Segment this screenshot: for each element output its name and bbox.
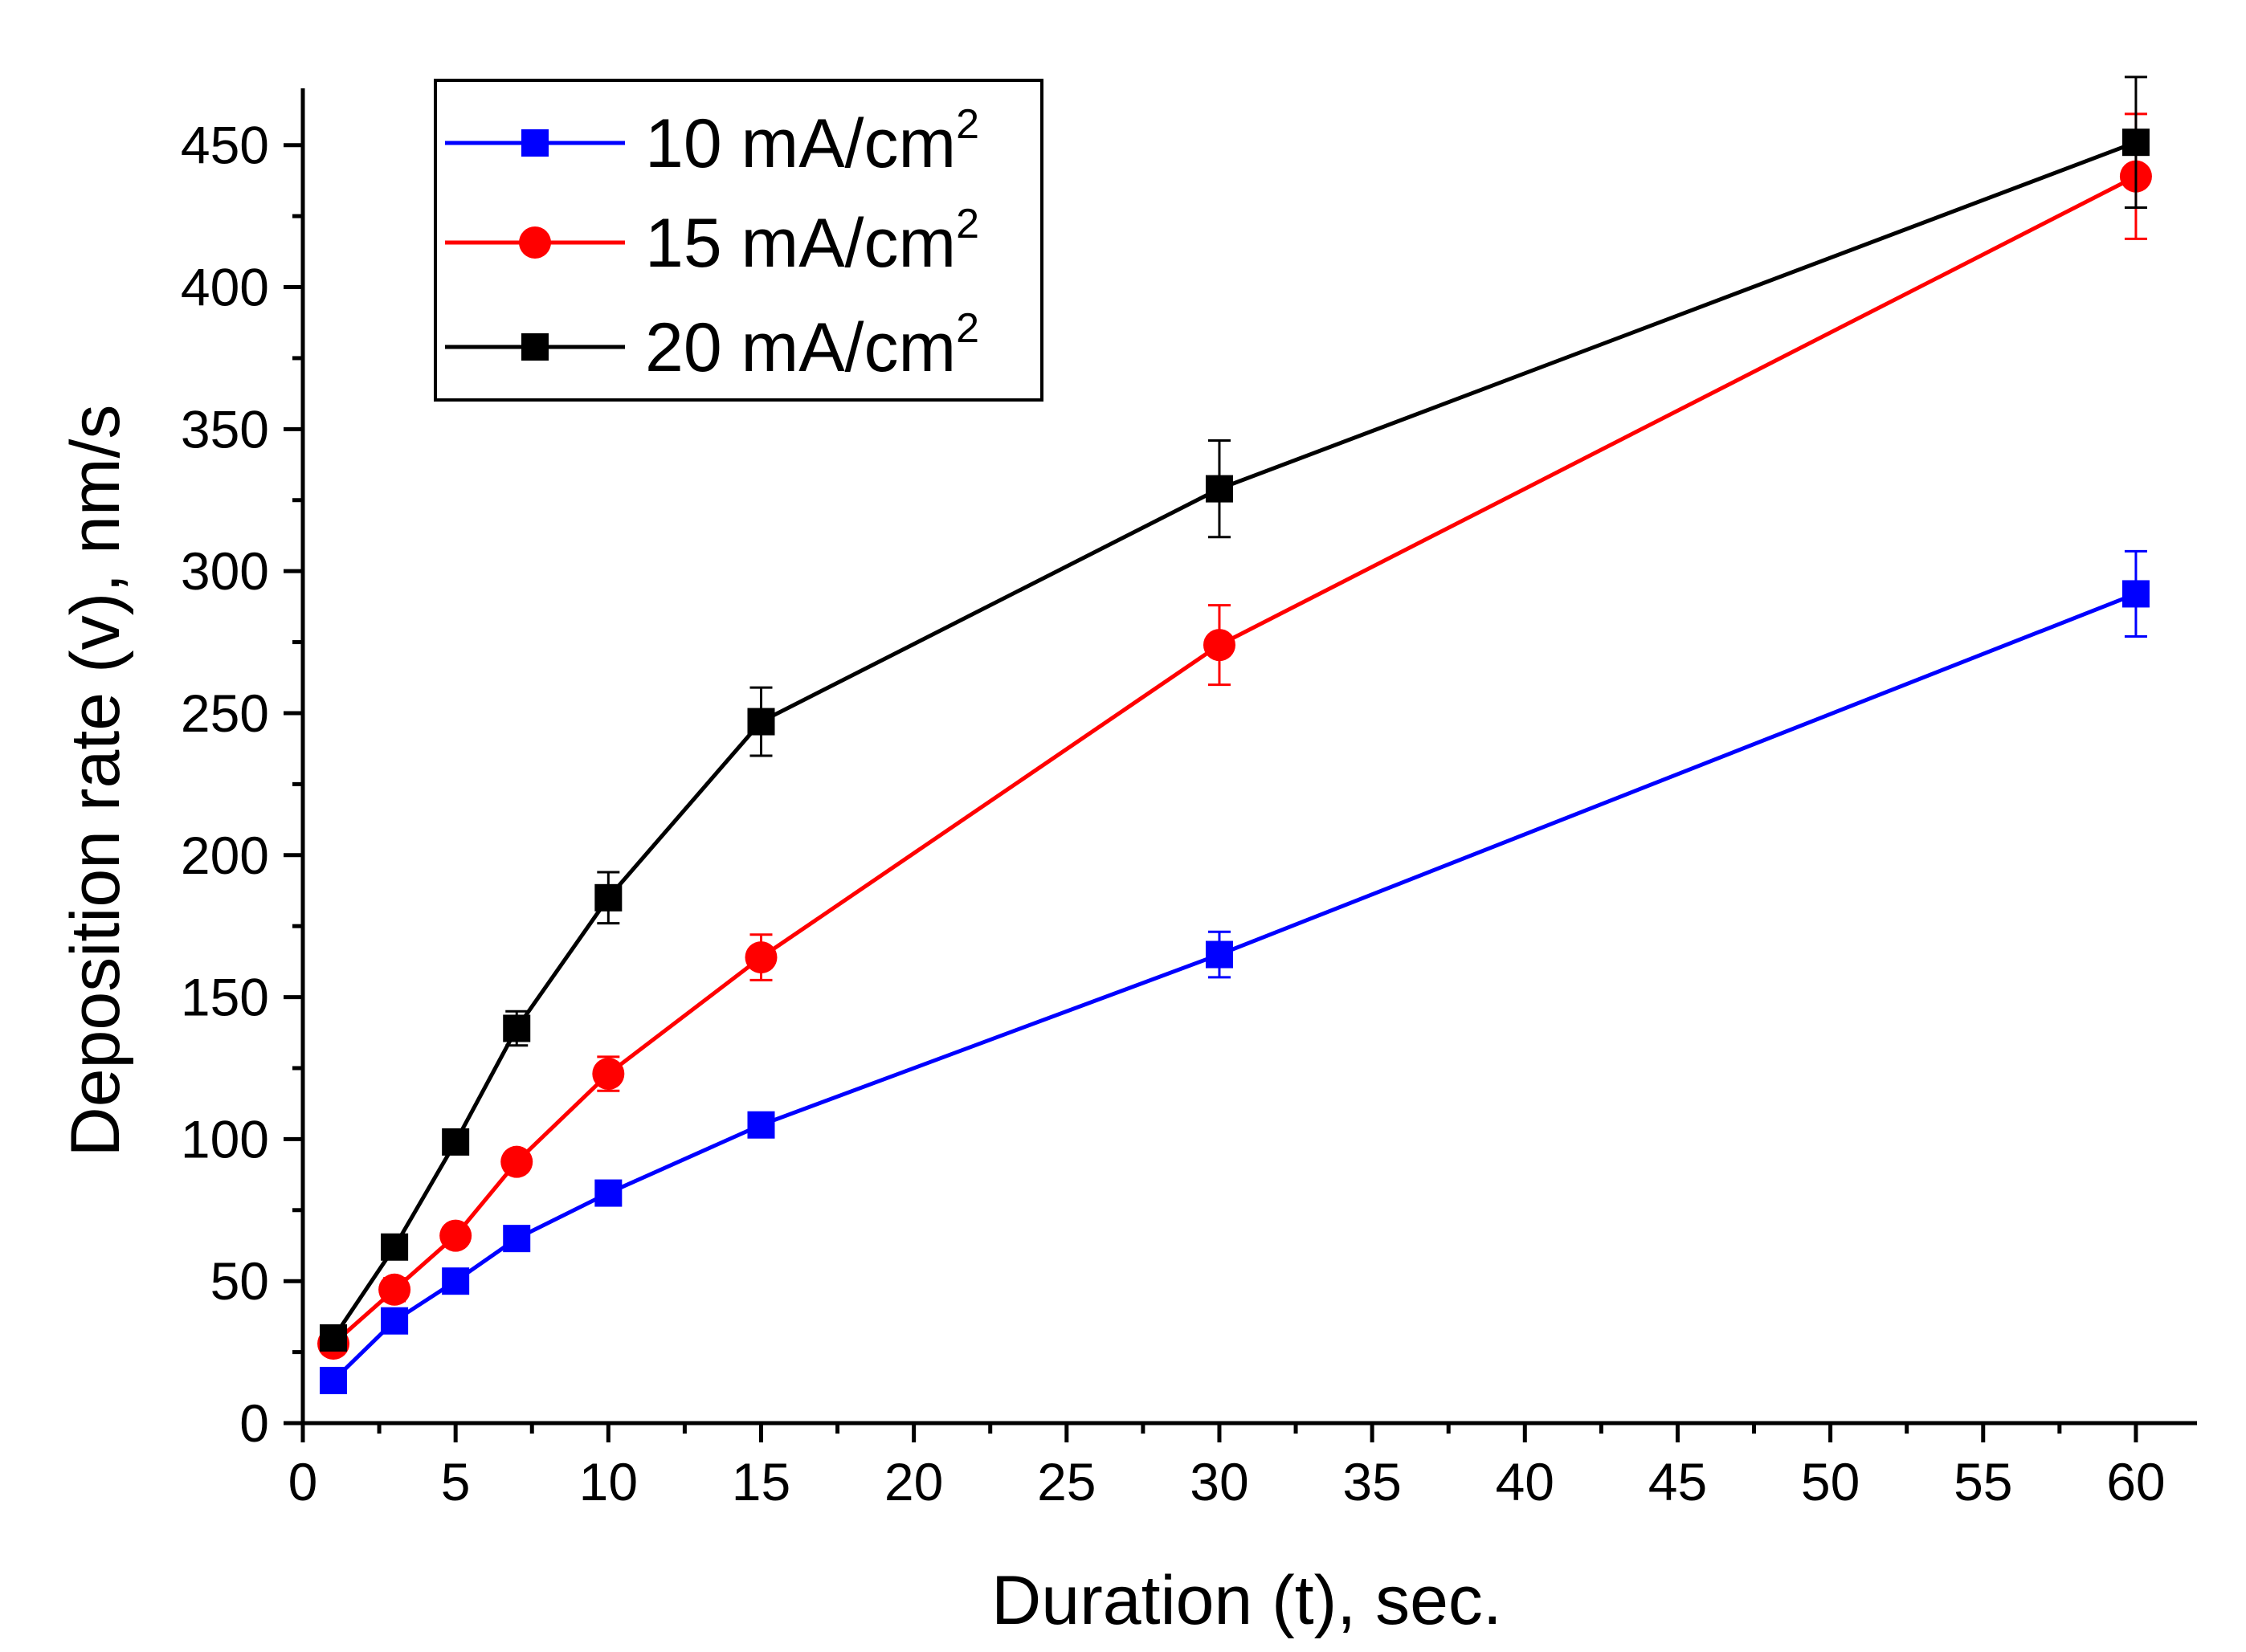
x-tick-label: 55 — [1954, 1452, 2012, 1511]
x-tick-label: 40 — [1496, 1452, 1554, 1511]
series-line — [331, 140, 2137, 1340]
data-point — [1203, 629, 1235, 662]
legend-marker — [519, 226, 551, 259]
data-point — [2121, 128, 2150, 157]
y-tick-label: 450 — [181, 116, 269, 175]
legend-label: 10 mA/cm2 — [645, 101, 979, 182]
series-3 — [320, 75, 2150, 1352]
legend-label-superscript: 2 — [956, 101, 979, 148]
data-point — [442, 1128, 470, 1156]
data-point — [439, 1219, 472, 1252]
x-tick-label: 45 — [1648, 1452, 1707, 1511]
y-tick-label: 300 — [181, 541, 269, 601]
legend-label-superscript: 2 — [956, 201, 979, 247]
data-point — [381, 1307, 409, 1335]
data-point — [1205, 475, 1233, 503]
x-tick-label: 25 — [1037, 1452, 1096, 1511]
x-tick-label: 35 — [1342, 1452, 1401, 1511]
y-tick-label: 350 — [181, 399, 269, 459]
y-tick-label: 400 — [181, 258, 269, 317]
x-tick-label: 0 — [288, 1452, 318, 1511]
data-point — [320, 1366, 348, 1394]
y-axis-title: Deposition rate (v), nm/s — [57, 405, 134, 1157]
legend-item-3: 20 mA/cm2 — [445, 305, 979, 386]
x-axis-title: Duration (t), sec. — [991, 1562, 1502, 1639]
x-tick-label: 5 — [441, 1452, 471, 1511]
data-point — [378, 1273, 411, 1306]
legend-label: 20 mA/cm2 — [645, 305, 979, 386]
legend-marker — [521, 129, 549, 157]
x-tick-label: 50 — [1801, 1452, 1860, 1511]
data-point — [594, 883, 623, 912]
series-1 — [320, 549, 2150, 1394]
legend-label: 15 mA/cm2 — [645, 201, 979, 282]
y-tick-label: 100 — [181, 1109, 269, 1169]
data-point — [1205, 940, 1233, 969]
data-point — [594, 1179, 623, 1207]
series-line — [332, 592, 2137, 1382]
data-point — [500, 1145, 533, 1178]
data-point — [747, 708, 775, 736]
legend-item-1: 10 mA/cm2 — [445, 101, 979, 182]
x-tick-label: 60 — [2106, 1452, 2165, 1511]
data-point — [381, 1233, 409, 1261]
data-point — [747, 1111, 775, 1139]
y-tick-label: 150 — [181, 968, 269, 1027]
data-point — [320, 1324, 348, 1352]
data-point — [592, 1058, 625, 1091]
x-tick-label: 15 — [732, 1452, 790, 1511]
x-tick-label: 30 — [1190, 1452, 1248, 1511]
legend-label-main: 20 mA/cm — [645, 309, 956, 386]
legend-marker — [521, 333, 549, 361]
legend-label-main: 15 mA/cm — [645, 205, 956, 282]
axes: 0 5 10 15 20 25 30 35 40 45 50 55 60 0 50 100 150 200 250 3… — [181, 88, 2197, 1511]
legend-label-superscript: 2 — [956, 305, 979, 352]
data-point — [442, 1267, 470, 1295]
legend-item-2: 15 mA/cm2 — [445, 201, 979, 282]
legend-label-main: 10 mA/cm — [645, 105, 956, 182]
data-point — [2121, 580, 2150, 608]
data-point — [503, 1014, 531, 1042]
series-layer — [317, 75, 2152, 1394]
y-tick-label: 250 — [181, 683, 269, 743]
y-tick-label: 0 — [239, 1393, 269, 1453]
x-tick-label: 20 — [884, 1452, 943, 1511]
x-tick-label: 10 — [579, 1452, 638, 1511]
y-tick-label: 50 — [210, 1251, 269, 1311]
data-point — [745, 941, 778, 974]
data-point — [503, 1225, 531, 1253]
y-tick-label: 200 — [181, 826, 269, 885]
